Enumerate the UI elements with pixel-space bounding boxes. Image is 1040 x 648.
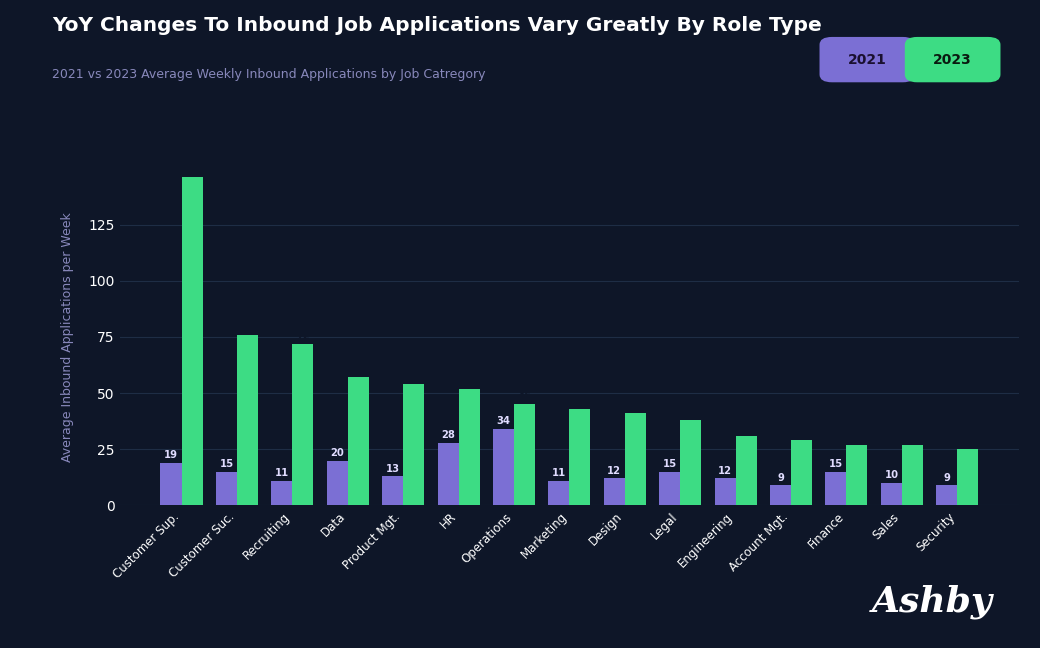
- Text: 15: 15: [829, 459, 843, 469]
- Bar: [292, 343, 313, 505]
- Bar: [382, 476, 404, 505]
- Text: YoY Changes To Inbound Job Applications Vary Greatly By Role Type: YoY Changes To Inbound Job Applications …: [52, 16, 822, 35]
- Text: 146: 146: [181, 165, 203, 175]
- Bar: [160, 463, 182, 505]
- Text: 15: 15: [662, 459, 677, 469]
- Bar: [847, 445, 867, 505]
- Text: 28: 28: [441, 430, 454, 440]
- Bar: [770, 485, 791, 505]
- Bar: [714, 478, 735, 505]
- Text: 52: 52: [462, 376, 476, 386]
- Text: 12: 12: [607, 466, 621, 476]
- Y-axis label: Average Inbound Applications per Week: Average Inbound Applications per Week: [61, 212, 75, 462]
- Text: 29: 29: [795, 428, 808, 437]
- Bar: [459, 389, 479, 505]
- Text: 19: 19: [164, 450, 178, 460]
- Bar: [604, 478, 625, 505]
- Bar: [957, 449, 979, 505]
- Bar: [404, 384, 424, 505]
- Bar: [216, 472, 237, 505]
- Text: 72: 72: [296, 331, 310, 341]
- Bar: [625, 413, 646, 505]
- Text: 45: 45: [518, 391, 531, 402]
- Bar: [347, 377, 369, 505]
- Text: 12: 12: [718, 466, 732, 476]
- Bar: [680, 420, 701, 505]
- Text: 13: 13: [386, 463, 399, 474]
- Text: Ashby: Ashby: [873, 584, 993, 619]
- Text: 2021: 2021: [848, 52, 887, 67]
- Text: 43: 43: [573, 396, 587, 406]
- Text: 9: 9: [943, 472, 951, 483]
- Bar: [659, 472, 680, 505]
- Bar: [826, 472, 847, 505]
- Bar: [271, 481, 292, 505]
- Text: 34: 34: [496, 417, 511, 426]
- Text: 57: 57: [352, 365, 365, 375]
- Bar: [570, 409, 591, 505]
- Bar: [902, 445, 922, 505]
- Bar: [493, 429, 514, 505]
- Text: 41: 41: [628, 400, 643, 411]
- Text: 10: 10: [884, 470, 899, 480]
- Text: 11: 11: [552, 468, 566, 478]
- Text: 27: 27: [850, 432, 864, 442]
- Text: 76: 76: [240, 322, 255, 332]
- Text: 38: 38: [684, 408, 698, 417]
- Text: 54: 54: [407, 371, 421, 382]
- Bar: [936, 485, 957, 505]
- Bar: [735, 436, 757, 505]
- Text: 11: 11: [275, 468, 289, 478]
- Bar: [791, 440, 812, 505]
- Text: 9: 9: [777, 472, 784, 483]
- Bar: [327, 461, 347, 505]
- Text: 15: 15: [219, 459, 234, 469]
- Text: 25: 25: [961, 437, 974, 446]
- Text: 2023: 2023: [933, 52, 972, 67]
- Bar: [514, 404, 535, 505]
- Bar: [438, 443, 459, 505]
- Bar: [881, 483, 902, 505]
- Text: 27: 27: [906, 432, 919, 442]
- Bar: [182, 178, 203, 505]
- Bar: [237, 335, 258, 505]
- Text: 20: 20: [331, 448, 344, 458]
- Text: 31: 31: [739, 423, 753, 433]
- Text: 2021 vs 2023 Average Weekly Inbound Applications by Job Catregory: 2021 vs 2023 Average Weekly Inbound Appl…: [52, 68, 486, 81]
- Bar: [548, 481, 570, 505]
